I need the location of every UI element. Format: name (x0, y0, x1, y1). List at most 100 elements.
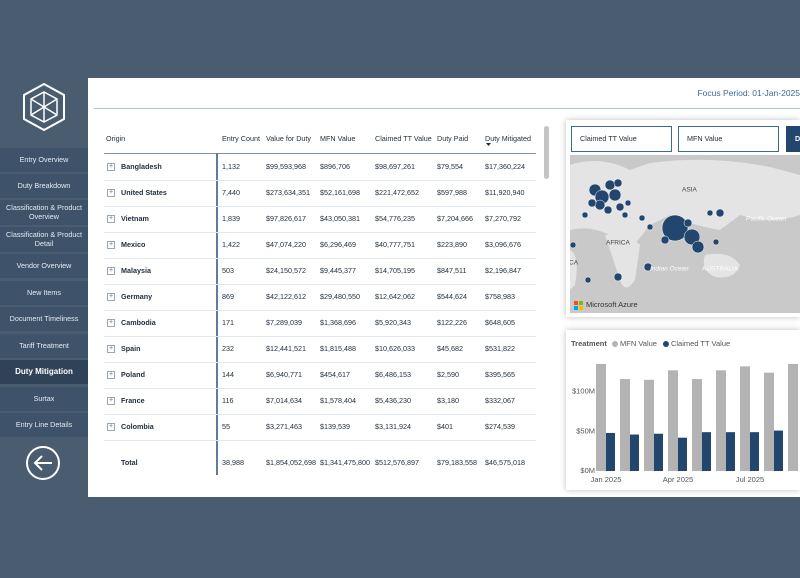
cell-value: $332,067 (485, 396, 515, 405)
header-rule (104, 153, 536, 154)
column-header[interactable]: Duty Paid (437, 134, 469, 143)
row-rule (104, 206, 536, 207)
nav-button[interactable]: Duty Breakdown (0, 174, 88, 198)
expand-icon[interactable]: + (107, 371, 115, 379)
cell-value: $14,705,195 (375, 266, 415, 275)
origin: Germany (121, 292, 153, 301)
table: Origin Entry Count Value for Duty MFN Value… (88, 78, 558, 497)
nav-button[interactable]: Surtax (0, 387, 88, 411)
bar (716, 370, 726, 471)
nav-button[interactable]: Duty Mitigation (0, 360, 88, 384)
bar (654, 433, 663, 471)
cell-value: $10,626,033 (375, 344, 415, 353)
column-header[interactable]: Entry Count (222, 134, 260, 143)
cell-value: $122,226 (437, 318, 467, 327)
nav-button[interactable]: Classification & Product Detail (0, 227, 88, 252)
filter-button[interactable]: D (786, 126, 800, 152)
nav-button[interactable]: Document Timeliness (0, 307, 88, 331)
expand-icon[interactable]: + (107, 423, 115, 431)
total-value: $79,183,558 (437, 458, 477, 467)
legend-label: MFN Value (620, 339, 657, 348)
cell-value: $6,296,469 (320, 240, 356, 249)
nav-button[interactable]: Vendor Overview (0, 254, 88, 278)
cell-value: $40,777,751 (375, 240, 415, 249)
cell-value: $43,050,381 (320, 214, 360, 223)
column-header[interactable]: Origin (106, 134, 126, 143)
origin: Poland (121, 370, 145, 379)
map-card: Claimed TT Value MFN Value D ASIA AFRICA Ind… (566, 120, 800, 317)
cell-value: $98,697,261 (375, 162, 415, 171)
column-header[interactable]: Value for Duty (266, 134, 312, 143)
cell-value: $544,624 (437, 292, 467, 301)
origin: Mexico (121, 240, 146, 249)
map: ASIA AFRICA Indian Ocean AUSTRALIA Pacific O… (570, 155, 800, 313)
filter-button[interactable]: MFN Value (678, 126, 779, 152)
expand-icon[interactable]: + (107, 241, 115, 249)
row-rule (104, 258, 536, 259)
cell-value: $9,445,377 (320, 266, 356, 275)
expand-icon[interactable]: + (107, 189, 115, 197)
cell-value: $45,682 (437, 344, 463, 353)
map-attribution: Microsoft Azure (586, 300, 638, 309)
bar (692, 379, 702, 471)
row-rule (104, 440, 536, 441)
expand-icon[interactable]: + (107, 163, 115, 171)
bar (702, 432, 711, 471)
bar (740, 366, 750, 471)
cell-value: $3,180 (437, 396, 459, 405)
x-tick-label: Apr 2025 (663, 475, 693, 484)
expand-icon[interactable]: + (107, 293, 115, 301)
column-header[interactable]: MFN Value (320, 134, 356, 143)
cell-value: $395,565 (485, 370, 515, 379)
cell-value: 171 (222, 318, 234, 327)
cell-value: $758,983 (485, 292, 515, 301)
cell-value: $847,511 (437, 266, 467, 275)
expand-icon[interactable]: + (107, 345, 115, 353)
row-rule (104, 284, 536, 285)
column-header[interactable]: Duty Mitigated (485, 134, 531, 143)
focus-period: Focus Period: 01-Jan-2025 (697, 88, 800, 98)
nav-button[interactable]: Entry Overview (0, 148, 88, 172)
cell-value: 1,132 (222, 162, 240, 171)
legend-label: Claimed TT Value (671, 339, 730, 348)
row-rule (104, 414, 536, 415)
cell-value: $2,196,847 (485, 266, 521, 275)
bar (764, 372, 774, 471)
cell-value: $5,436,230 (375, 396, 411, 405)
cell-value: $139,539 (320, 422, 350, 431)
expand-icon[interactable]: + (107, 397, 115, 405)
cell-value: $52,161,698 (320, 188, 360, 197)
row-rule (104, 336, 536, 337)
origin: Spain (121, 344, 141, 353)
cell-value: $597,988 (437, 188, 467, 197)
y-tick-label: $0M (580, 466, 595, 475)
nav-button[interactable]: New Items (0, 281, 88, 305)
cell-value: $7,014,634 (266, 396, 302, 405)
column-header[interactable]: Claimed TT Value (375, 134, 432, 143)
nav-button[interactable]: Entry Line Details (0, 413, 88, 437)
legend-title: Treatment (571, 339, 607, 348)
cell-value: $648,605 (485, 318, 515, 327)
cell-value: $54,776,235 (375, 214, 415, 223)
filter-button[interactable]: Claimed TT Value (571, 126, 672, 152)
origin: Colombia (121, 422, 154, 431)
cell-value: $221,472,652 (375, 188, 419, 197)
total-value: $1,854,052,698 (266, 458, 316, 467)
origin: Malaysia (121, 266, 151, 275)
scrollbar[interactable] (544, 126, 549, 179)
expand-icon[interactable]: + (107, 267, 115, 275)
cell-value: 503 (222, 266, 234, 275)
back-button[interactable] (25, 445, 63, 483)
cell-value: $3,096,676 (485, 240, 521, 249)
total-value: $1,341,475,800 (320, 458, 370, 467)
expand-icon[interactable]: + (107, 215, 115, 223)
y-tick-label: $50M (576, 426, 595, 435)
expand-icon[interactable]: + (107, 319, 115, 327)
cell-value: $2,590 (437, 370, 459, 379)
nav-button[interactable]: Classification & Product Overview (0, 200, 88, 225)
nav-button[interactable]: Tariff Treatment (0, 334, 88, 358)
cell-value: $1,815,488 (320, 344, 356, 353)
cell-value: 232 (222, 344, 234, 353)
bar (678, 437, 687, 471)
